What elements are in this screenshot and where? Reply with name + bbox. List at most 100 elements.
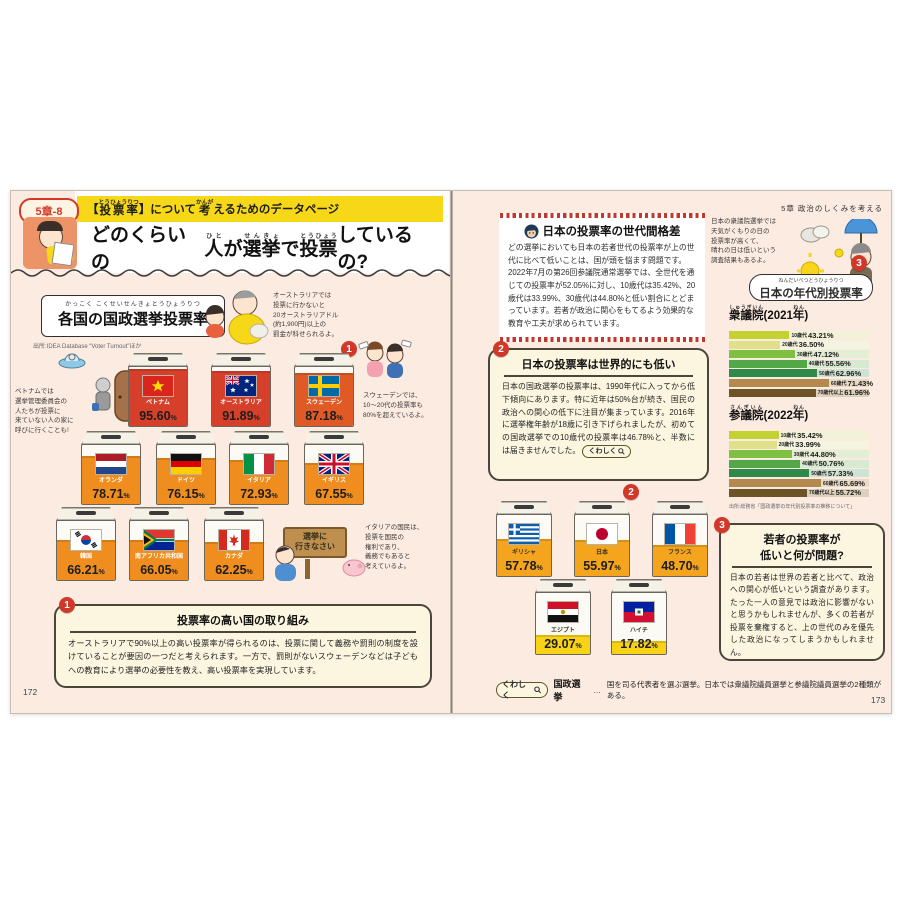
ballot-box-lid: [574, 501, 630, 515]
turnout-value: 62.25%: [215, 563, 253, 577]
ballot-box-netherlands: オランダ 78.71%: [81, 431, 141, 505]
turnout-value: 66.21%: [67, 563, 105, 577]
magnifier-icon: [618, 448, 626, 455]
grandma-and-child-illustration: [201, 287, 277, 345]
book-spread: 【投票率とうひょうりつ 】について 考かんが えるためのデータページ 5章-8 どのく…: [10, 190, 892, 714]
ballot-box-lid: [81, 431, 141, 445]
ballot-box-haiti: ハイチ 17.82%: [611, 579, 667, 655]
ballot-box-lid: [294, 353, 354, 367]
bar-fill: [729, 379, 829, 387]
turnout-value: 55.97%: [583, 559, 621, 573]
page-gutter: [450, 191, 453, 713]
source-note-countries: 出所:IDEA Database “Voter Turnout”ほか: [33, 344, 142, 350]
ballot-box-greece: ギリシャ 57.78%: [496, 501, 552, 577]
data-page-banner: 【投票率とうひょうりつ 】について 考かんが えるためのデータページ: [77, 196, 443, 222]
flag-vietnam-icon: [143, 376, 173, 396]
cheering-kids-illustration: [357, 337, 413, 385]
info-box-3-body: 日本の若者は世界の若者と比べて、政治への関心が低いという調査があります。たった一…: [730, 573, 874, 657]
ballot-box-body: オランダ 78.71%: [81, 444, 141, 505]
ballot-box-body: ベトナム 95.60%: [128, 366, 188, 427]
info-box-3-badge: 3: [714, 517, 730, 533]
ballot-box-canada: カナダ 62.25%: [204, 507, 264, 581]
ballot-box-lid: [56, 507, 116, 521]
country-name: カナダ: [224, 554, 243, 560]
glossary-footer: くわしく 国政選挙 … 国を司る代表者を選ぶ選挙。日本では衆議院議員選挙と参議院…: [496, 677, 886, 703]
bar-label: 70歳代以上 61.96%: [817, 388, 870, 398]
ballot-box-lid: [128, 353, 188, 367]
ballot-box-sweden: スウェーデン 87.18%: [294, 353, 354, 427]
bar-chart-shugiin-2021: 10歳代 43.21% 20歳代 36.50% 30歳代 47.12% 40歳代 55.56%…: [729, 331, 873, 399]
divider: [70, 631, 416, 633]
page-title: どのくらいの 人ひとが選挙せんきょで投票とうひょう しているの?: [91, 225, 413, 273]
ballot-box-australia: オーストラリア 91.89%: [211, 353, 271, 427]
ballot-box-japan: 日本 55.97%: [574, 501, 630, 577]
ballot-box-lid: [535, 579, 591, 593]
ballot-box-lid: [496, 501, 552, 515]
bar-label: 60歳代 65.69%: [822, 478, 865, 488]
flag-japan-icon: [587, 524, 617, 544]
sign-post: [305, 559, 310, 579]
turnout-fill: [612, 641, 666, 654]
ballot-box-lid: [211, 353, 271, 367]
turnout-value: 29.07%: [544, 637, 582, 651]
ballot-slot: [101, 435, 121, 439]
divider: [504, 375, 693, 377]
info-box-2-body: 日本の国政選挙の投票率は、1990年代に入ってから低下傾向にあります。特に近年は…: [502, 381, 695, 459]
section-heading-countries: かっこく こくせいせんきょとうひょうりつ 各国の国政選挙投票率: [41, 295, 225, 337]
flag-italy-icon: [244, 454, 274, 474]
bar-row-70歳代以上: 70歳代以上 55.72%: [729, 488, 869, 498]
age-chart-title-box: ねんだいべつとうひょうりつ 日本の年代別投票率: [749, 274, 873, 301]
ballot-slot: [176, 435, 196, 439]
country-name: フランス: [668, 550, 692, 556]
generation-gap-title-row: 日本の投票率の世代間格差: [508, 223, 696, 239]
speech-italy: イタリアの国民は、 投票を国民の 権利であり、 義務でもあると 考えているよ。: [365, 524, 424, 570]
ballot-box-southkorea: 韓国 66.21%: [56, 507, 116, 581]
turnout-value: 57.78%: [505, 559, 543, 573]
ballot-box-lid: [652, 501, 708, 515]
bar-row-40歳代: 40歳代 55.56%: [729, 359, 869, 368]
bar-label: 20歳代 33.99%: [778, 440, 821, 450]
generation-gap-body: どの選挙においても日本の若者世代の投票率が上の世代に比べて低いことは、国が頭を悩…: [508, 243, 696, 328]
turnout-value: 66.05%: [140, 563, 178, 577]
turnout-value: 17.82%: [620, 637, 658, 651]
chart-label-shugiin: 衆議院しゅうぎいん(2021年ねん): [729, 305, 809, 322]
section-furigana: かっこく こくせいせんきょとうひょうりつ: [65, 302, 201, 308]
ballot-box-body: ドイツ 76.15%: [156, 444, 216, 505]
boy-face-icon: [524, 224, 538, 238]
age-chart-title: 日本の年代別投票率: [759, 288, 863, 300]
ballot-slot: [314, 357, 334, 361]
callout-badge-2: 2: [623, 484, 639, 500]
info-box-3-title: 若者の投票率が 低いと何が問題?: [760, 534, 844, 562]
ballot-slot: [670, 505, 690, 509]
bar-row-70歳代以上: 70歳代以上 61.96%: [729, 388, 870, 398]
umbrella-icon: [844, 219, 878, 249]
go-vote-sign: 選挙に 行きなさい: [283, 527, 347, 558]
bar-row-60歳代: 60歳代 71.43%: [729, 379, 873, 388]
flag-sweden-icon: [309, 376, 339, 396]
girl-hair: [37, 221, 63, 231]
bar-fill: [729, 459, 801, 468]
bar-row-50歳代: 50歳代 62.96%: [729, 369, 869, 378]
flag-france-icon: [665, 524, 695, 544]
bar-label: 70歳代以上 55.72%: [809, 488, 861, 498]
country-name: エジプト: [550, 628, 575, 634]
speech-australia: オーストラリアでは 投票に行かないと 20オーストラリアドル (約1,900円)…: [273, 292, 339, 338]
chapter-header: 5章 政治のしくみを考える: [781, 204, 883, 213]
ballot-slot: [553, 583, 573, 587]
ballot-box-body: エジプト 29.07%: [535, 592, 591, 655]
bar-label: 60歳代 71.43%: [831, 378, 873, 388]
glossary-term: 国政選挙: [553, 679, 581, 702]
info-box-2-badge: 2: [493, 341, 509, 357]
pig-illustration: [341, 557, 367, 577]
ballot-box-body: 日本 55.97%: [574, 514, 630, 577]
info-box-japan-low: 日本の投票率は世界的にも低い 日本の国政選挙の投票率は、1990年代に入ってから…: [488, 348, 709, 481]
info-box-2-title: 日本の投票率は世界的にも低い: [521, 359, 676, 371]
bar-fill: [729, 469, 810, 478]
turnout-fill: [536, 635, 590, 654]
info-box-1-badge: 1: [59, 597, 75, 613]
ufo-alien-illustration: [57, 349, 87, 371]
bar-chart-sangiin-2022: 10歳代 35.42% 20歳代 33.99% 30歳代 44.80% 40歳代 50.76%…: [729, 431, 869, 499]
ballot-box-body: イギリス 67.55%: [304, 444, 364, 505]
ballot-box-body: オーストラリア 91.89%: [211, 366, 271, 427]
ballot-box-body: フランス 48.70%: [652, 514, 708, 577]
